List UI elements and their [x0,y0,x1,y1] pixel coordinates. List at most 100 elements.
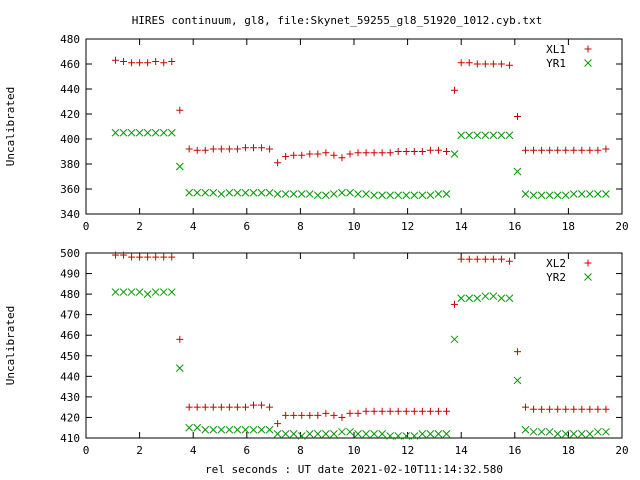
x-tick-label: 14 [455,444,469,457]
data-point [497,131,506,140]
data-point [586,405,594,413]
data-point [410,191,419,200]
data-point [313,430,322,438]
legend-marker [584,45,592,53]
data-point [457,294,466,303]
x-tick-label: 10 [347,444,360,457]
y-tick-label: 500 [60,247,80,260]
data-point [111,288,120,296]
data-point [442,148,450,155]
data-point [522,146,530,154]
data-point [225,403,233,411]
data-point [426,430,435,438]
data-point [144,253,152,261]
data-point [553,430,562,438]
data-point [386,191,395,200]
data-point [561,191,570,200]
series-YR1 [111,128,610,200]
x-tick-label: 0 [83,220,90,233]
data-point [426,407,434,415]
data-point [322,191,330,200]
data-point [354,190,362,198]
data-point [497,255,505,263]
x-tick-label: 12 [401,220,414,233]
data-point [274,420,282,428]
y-tick-label: 460 [60,58,80,71]
data-point [394,432,403,440]
x-tick-label: 2 [136,220,143,233]
data-point [522,403,530,411]
y-tick-label: 410 [60,432,80,445]
data-point [135,128,144,137]
series-YR2 [111,288,610,440]
data-point [266,403,274,411]
data-point [143,128,152,137]
data-point [193,146,201,154]
x-tick-label: 12 [401,444,414,457]
data-point [266,145,274,153]
data-point [168,253,176,261]
legend-marker [584,259,592,267]
data-point [354,409,362,417]
data-point [314,411,322,419]
y-tick-label: 490 [60,268,80,281]
data-point [418,430,427,438]
data-point [209,145,217,153]
data-point [457,255,465,263]
data-point [322,149,330,157]
data-point [370,191,378,200]
data-point [505,131,514,140]
data-point [168,58,176,65]
data-point [537,427,546,436]
data-point [111,56,119,64]
x-tick-label: 4 [190,220,197,233]
data-point [545,427,554,436]
y-tick-label: 360 [60,183,80,196]
y-tick-label: 470 [60,309,80,322]
data-point [306,150,314,158]
data-point [545,191,554,200]
y-tick-label: 460 [60,329,80,342]
data-point [354,149,362,157]
data-point [298,411,306,419]
data-point [249,188,258,197]
data-point [569,190,578,198]
data-point [497,294,506,303]
data-point [120,58,128,65]
data-point [176,106,184,114]
data-point [111,251,119,259]
data-point [489,131,498,140]
data-point [594,190,602,198]
data-point [473,294,482,303]
data-point [282,411,290,419]
y-tick-label: 440 [60,370,80,383]
data-point [489,292,498,301]
data-point [602,190,610,198]
data-point [151,288,160,296]
data-point [451,86,458,94]
data-point [569,430,578,438]
data-point [513,376,522,385]
plot-frame [85,38,623,215]
y-tick-label: 450 [60,350,80,363]
x-tick-label: 18 [562,220,575,233]
data-point [538,405,546,413]
data-point [160,59,168,67]
data-point [570,146,578,154]
data-point [282,153,290,160]
data-point [185,188,194,197]
legend-label: XL2 [546,257,566,270]
chart-title: HIRES continuum, gl8, file:Skynet_59255_… [132,14,543,27]
data-point [250,144,257,152]
data-point [513,167,522,176]
data-point [594,146,602,154]
data-point [258,144,266,152]
data-point [481,60,489,68]
data-point [241,403,249,411]
data-point [418,191,427,200]
data-point [119,288,128,296]
data-point [586,146,594,154]
data-point [386,407,394,415]
data-point [513,113,521,120]
